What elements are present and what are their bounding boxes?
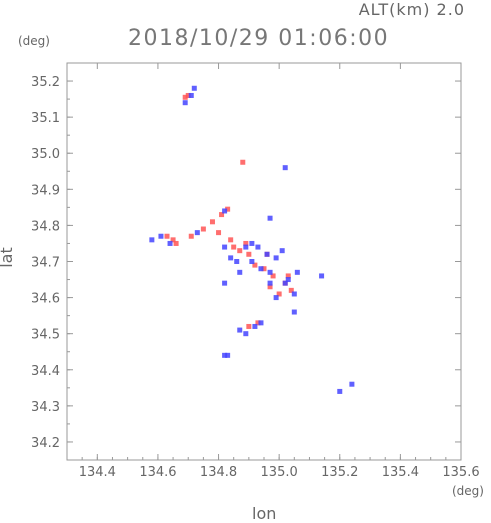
x-axis-label: lon [252,504,277,523]
data-point [240,159,246,165]
data-point [349,381,355,387]
data-point [209,219,215,225]
data-point [252,323,258,329]
y-tick-label: 35.2 [31,75,60,90]
data-point [246,323,252,329]
data-point [267,215,273,221]
data-point [246,251,252,257]
data-point [185,92,191,98]
y-tick-label: 35.0 [31,147,60,162]
data-point [194,230,200,236]
data-point [319,273,325,279]
x-tick-label: 134.8 [200,465,237,480]
data-point [228,255,234,261]
data-point [252,262,258,268]
data-point [222,244,228,250]
data-point [164,233,170,239]
data-point [188,233,194,239]
data-point [182,100,188,106]
y-tick-label: 34.7 [31,256,60,271]
data-point [285,273,291,279]
x-tick-label: 134.6 [139,465,176,480]
data-point [222,208,228,214]
data-point [243,240,249,246]
data-point [231,244,237,250]
data-point [279,248,285,254]
data-point [158,233,164,239]
data-point [237,269,243,275]
data-point [249,259,255,264]
data-point [219,212,225,218]
data-point [216,230,222,236]
data-point [149,237,155,243]
data-point [237,248,243,254]
data-point [258,320,264,326]
data-point [258,266,264,272]
data-point [267,284,273,290]
y-tick-label: 34.3 [31,400,60,415]
data-point [191,85,197,91]
y-tick-label: 34.5 [31,328,60,343]
data-point [288,287,294,293]
data-point [291,309,297,315]
data-point [282,165,288,171]
data-point [225,352,231,358]
y-axis-unit: (deg) [18,34,50,48]
x-axis-unit: (deg) [452,484,484,498]
data-point [237,327,243,333]
x-tick-label: 135.6 [442,465,479,480]
data-points [149,85,355,394]
data-point [261,266,267,272]
data-point [337,388,343,394]
data-point [200,226,206,232]
data-point [255,244,261,250]
y-tick-label: 34.2 [31,436,60,451]
data-point [291,291,297,297]
data-point [167,240,173,246]
y-tick-label: 34.4 [31,364,60,379]
data-point [267,280,273,286]
data-point [267,269,273,275]
data-point [188,92,194,98]
data-point [273,295,279,301]
x-tick-label: 135.0 [261,465,298,480]
plot-frame [66,62,462,461]
data-point [249,240,255,246]
data-point [234,259,240,264]
data-point [255,320,261,326]
data-point [270,273,276,279]
data-point [276,291,282,297]
x-tick-label: 134.4 [79,465,116,480]
data-point [182,94,188,100]
data-point [170,237,176,243]
data-point [225,206,231,212]
axis-ticks: 134.4 134.6 134.8 135.0 135.2 135.4 135.6 34.2 3… [31,62,480,480]
plot-border [66,62,462,461]
data-point [264,251,270,257]
data-point [282,280,288,286]
y-tick-label: 34.8 [31,219,60,234]
x-tick-label: 135.2 [321,465,358,480]
data-point [243,331,249,337]
data-point [173,240,179,246]
x-tick-label: 135.4 [382,465,419,480]
data-point [273,255,279,261]
y-tick-label: 34.6 [31,292,60,307]
y-tick-label: 35.1 [31,111,60,126]
data-point [222,352,228,358]
data-point [228,237,234,243]
data-point [285,277,291,283]
y-tick-label: 34.9 [31,183,60,198]
data-point [243,244,249,250]
data-point [222,280,228,286]
chart-subtitle: ALT(km) 2.0 [358,0,465,19]
data-point [294,269,300,275]
chart-title: 2018/10/29 01:06:00 [128,26,390,51]
